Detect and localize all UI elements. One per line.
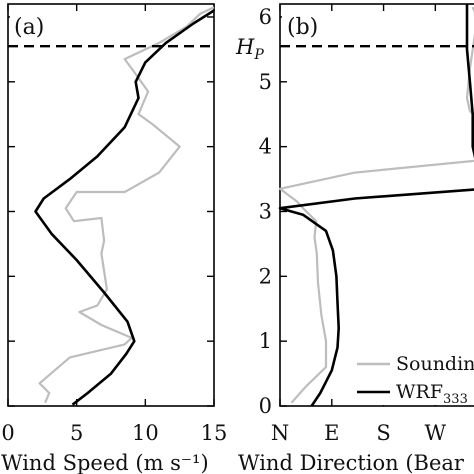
y-tick-label: 0 (259, 394, 272, 418)
x-tick-label: 0 (1, 421, 14, 445)
x-tick-label: S (376, 421, 390, 445)
y-tick-label: 2 (259, 264, 272, 288)
y-tick-label: 5 (259, 70, 272, 94)
x-tick-label: E (324, 421, 339, 445)
panel-b: N E S W 0 1 2 3 4 5 6 (b) Wind Direction (Bear HP Soun… (235, 3, 474, 474)
y-tick-label: 1 (259, 329, 272, 353)
wrf-line (34, 9, 215, 406)
y-tick-label: 6 (259, 5, 272, 29)
panel-a: 0 5 10 15 (a) Wind Speed (m s⁻¹) (1, 3, 228, 474)
y-tick-label: 4 (259, 135, 272, 159)
x-tick-label: 15 (201, 421, 228, 445)
legend-box (352, 343, 474, 405)
panel-label: (a) (14, 15, 44, 40)
legend-wrf-label: WRF333 (396, 381, 468, 407)
x-tick-label: 5 (70, 421, 83, 445)
legend: Sounding WRF333 (352, 343, 474, 407)
x-axis-label: Wind Direction (Bear (238, 451, 465, 474)
sounding-line (278, 6, 474, 404)
plot-frame (7, 3, 215, 407)
panel-label-bg (282, 10, 324, 42)
legend-sounding-label: Sounding (396, 353, 474, 375)
x-tick-label: N (271, 421, 289, 445)
hp-label: HP (235, 35, 264, 63)
y-tick-label: 3 (259, 199, 272, 223)
hp-label-subscript: P (253, 47, 264, 63)
x-tick-label: 10 (132, 421, 159, 445)
x-axis-label: Wind Speed (m s⁻¹) (1, 451, 209, 474)
x-tick-label: W (425, 421, 447, 445)
panel-label: (b) (287, 15, 318, 40)
wrf-line (278, 4, 474, 407)
plot-frame (279, 3, 474, 407)
legend-wrf-subscript: 333 (443, 392, 468, 407)
sounding-line (38, 6, 215, 404)
panel-label-bg (10, 10, 52, 42)
